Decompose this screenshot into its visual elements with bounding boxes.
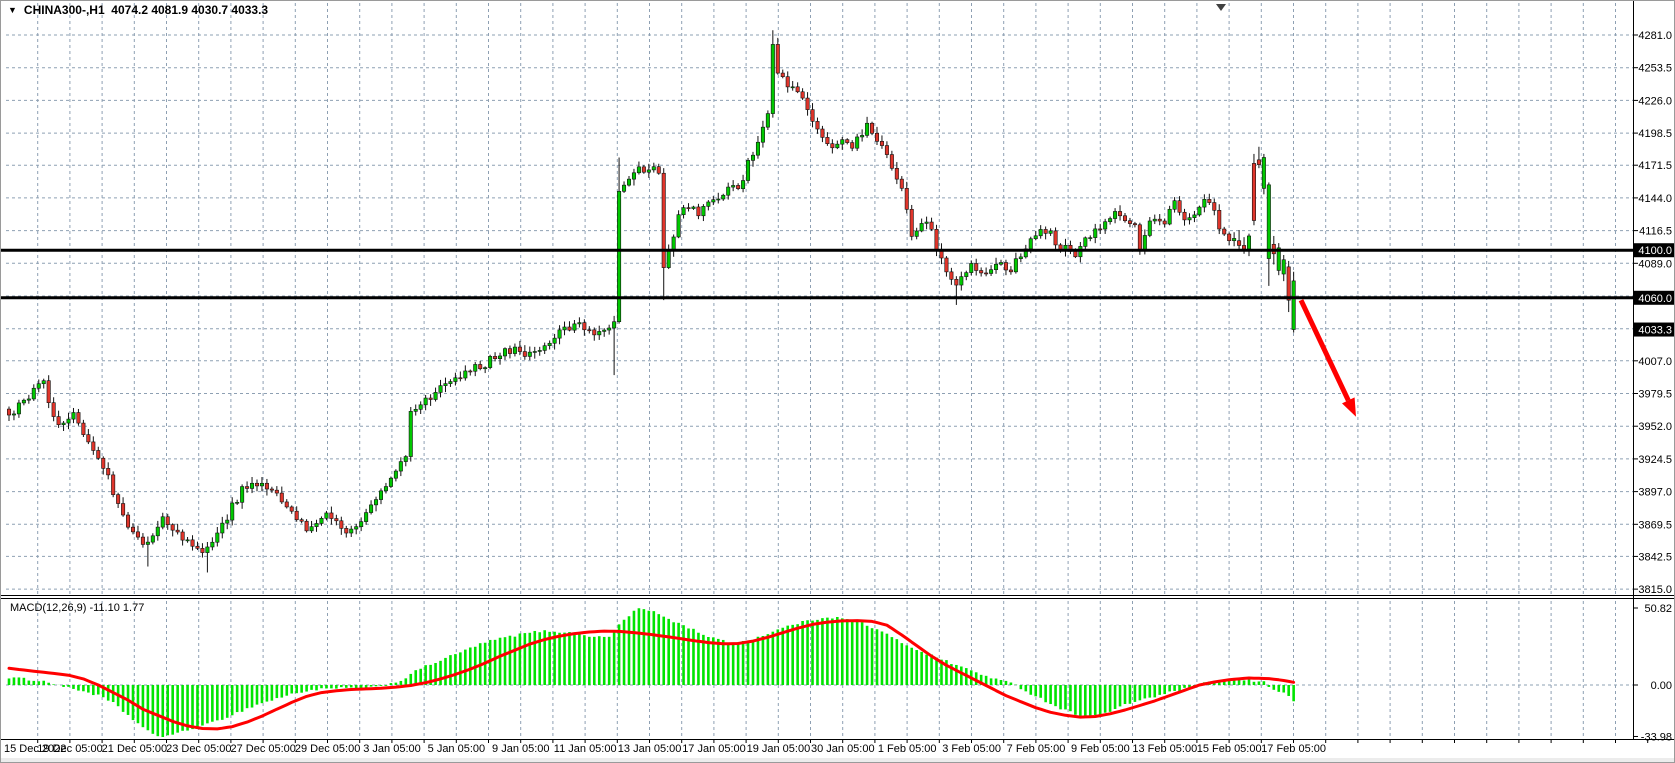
svg-text:17 Feb 05:00: 17 Feb 05:00 bbox=[1261, 743, 1326, 755]
price-axis-border bbox=[1633, 1, 1634, 739]
svg-text:15 Dec 2022: 15 Dec 2022 bbox=[4, 743, 66, 755]
svg-text:3 Feb 05:00: 3 Feb 05:00 bbox=[942, 743, 1001, 755]
svg-text:13 Feb 05:00: 13 Feb 05:00 bbox=[1132, 743, 1197, 755]
svg-text:4089.0: 4089.0 bbox=[1638, 258, 1672, 270]
svg-text:9 Feb 05:00: 9 Feb 05:00 bbox=[1071, 743, 1130, 755]
svg-text:4007.0: 4007.0 bbox=[1638, 356, 1672, 368]
price-tag-4100.0: 4100.0 bbox=[1634, 243, 1674, 258]
panel-separator-bottom[interactable] bbox=[1, 598, 1675, 599]
svg-text:4060.0: 4060.0 bbox=[1638, 293, 1672, 305]
window-bottom-strip bbox=[1, 758, 1674, 762]
chart-shift-marker-icon[interactable] bbox=[1216, 4, 1226, 11]
symbol-dropdown-icon[interactable]: ▼ bbox=[8, 5, 17, 15]
svg-text:5 Jan 05:00: 5 Jan 05:00 bbox=[428, 743, 486, 755]
svg-text:13 Jan 05:00: 13 Jan 05:00 bbox=[618, 743, 682, 755]
svg-text:4033.3: 4033.3 bbox=[1638, 325, 1672, 337]
svg-text:7 Feb 05:00: 7 Feb 05:00 bbox=[1007, 743, 1066, 755]
svg-text:29 Dec 05:00: 29 Dec 05:00 bbox=[295, 743, 360, 755]
macd-axis[interactable]: 50.82 0.00 -33.98 bbox=[1633, 603, 1672, 743]
svg-text:4226.0: 4226.0 bbox=[1638, 95, 1672, 107]
time-axis-border bbox=[1, 739, 1674, 740]
svg-text:4253.5: 4253.5 bbox=[1638, 63, 1672, 75]
svg-text:4281.0: 4281.0 bbox=[1638, 30, 1672, 42]
macd-indicator-label: MACD(12,26,9) -11.10 1.77 bbox=[10, 602, 145, 614]
macd-signal-line bbox=[7, 619, 1296, 731]
svg-text:-33.98: -33.98 bbox=[1641, 731, 1672, 743]
price-tag-4033.3: 4033.3 bbox=[1634, 322, 1674, 337]
svg-text:4144.0: 4144.0 bbox=[1638, 193, 1672, 205]
svg-text:3897.0: 3897.0 bbox=[1638, 487, 1672, 499]
svg-text:3 Jan 05:00: 3 Jan 05:00 bbox=[363, 743, 421, 755]
ohlc-readout: 4074.2 4081.9 4030.7 4033.3 bbox=[104, 3, 269, 17]
trend-arrow[interactable] bbox=[1298, 299, 1356, 417]
svg-text:17 Jan 05:00: 17 Jan 05:00 bbox=[682, 743, 746, 755]
svg-text:50.82: 50.82 bbox=[1644, 603, 1672, 615]
svg-text:3924.5: 3924.5 bbox=[1638, 454, 1672, 466]
svg-text:3842.5: 3842.5 bbox=[1638, 551, 1672, 563]
symbol-period-label: CHINA300-,H1 bbox=[23, 3, 105, 17]
svg-text:19 Jan 05:00: 19 Jan 05:00 bbox=[747, 743, 811, 755]
chart-title: ▼ CHINA300-,H1 4074.2 4081.9 4030.7 4033.… bbox=[8, 3, 268, 17]
svg-text:4198.5: 4198.5 bbox=[1638, 128, 1672, 140]
svg-text:11 Jan 05:00: 11 Jan 05:00 bbox=[554, 743, 617, 755]
svg-text:19 Dec 05:00: 19 Dec 05:00 bbox=[37, 743, 102, 755]
svg-text:3869.5: 3869.5 bbox=[1638, 519, 1672, 531]
svg-text:15 Feb 05:00: 15 Feb 05:00 bbox=[1197, 743, 1262, 755]
svg-text:23 Dec 05:00: 23 Dec 05:00 bbox=[166, 743, 231, 755]
svg-text:21 Dec 05:00: 21 Dec 05:00 bbox=[102, 743, 167, 755]
svg-text:9 Jan 05:00: 9 Jan 05:00 bbox=[492, 743, 550, 755]
svg-text:4171.5: 4171.5 bbox=[1638, 160, 1672, 172]
panel-separator-top[interactable] bbox=[1, 595, 1675, 596]
svg-text:1 Feb 05:00: 1 Feb 05:00 bbox=[878, 743, 937, 755]
svg-text:27 Dec 05:00: 27 Dec 05:00 bbox=[230, 743, 295, 755]
svg-text:4116.5: 4116.5 bbox=[1639, 226, 1672, 238]
svg-text:4100.0: 4100.0 bbox=[1638, 245, 1672, 257]
svg-text:3979.5: 3979.5 bbox=[1638, 389, 1672, 401]
svg-text:3815.0: 3815.0 bbox=[1638, 584, 1672, 596]
price-tag-4060.0: 4060.0 bbox=[1634, 290, 1674, 305]
svg-text:3952.0: 3952.0 bbox=[1638, 421, 1672, 433]
svg-text:30 Jan 05:00: 30 Jan 05:00 bbox=[811, 743, 875, 755]
svg-text:0.00: 0.00 bbox=[1651, 680, 1672, 692]
